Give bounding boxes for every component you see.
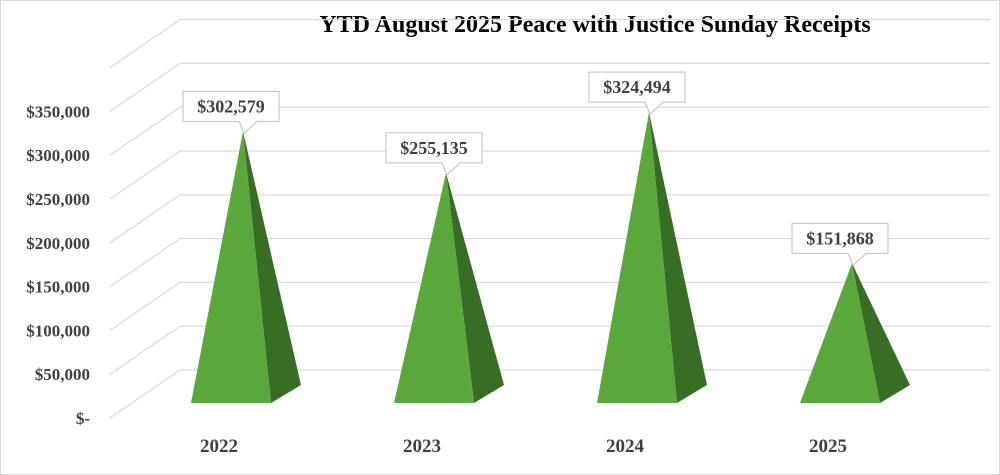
data-label: $302,579 [197,96,265,116]
pyramid-bar-2025: $151,868 [791,222,910,403]
x-tick-label: 2025 [809,436,847,457]
data-label-callout: $302,579 [182,90,280,135]
x-tick-label: 2023 [403,436,441,457]
y-tick-label: $100,000 [26,321,90,340]
y-tick-label: $300,000 [26,146,90,165]
pyramid-bar-2023: $255,135 [385,132,504,403]
pyramid-bar-2022: $302,579 [182,90,301,403]
pyramid-bar-2024: $324,494 [588,71,707,404]
gridlines [109,19,990,419]
x-tick-label: 2022 [200,436,238,457]
data-label-callout: $255,135 [385,132,483,176]
chart-title: YTD August 2025 Peace with Justice Sunda… [319,12,871,38]
y-tick-label: $- [76,409,91,428]
y-axis-labels: $- $50,000 $100,000 $150,000 $200,000 $250,00… [26,102,90,428]
y-tick-label: $350,000 [26,102,90,121]
y-tick-label: $50,000 [35,365,90,384]
y-tick-label: $250,000 [26,190,90,209]
data-label-callout: $324,494 [588,71,686,115]
y-tick-label: $150,000 [26,278,90,297]
y-tick-label: $200,000 [26,234,90,253]
pyramid-series: $302,579 $255,135 $324,494 $151,868 [182,71,910,404]
data-label: $324,494 [603,77,671,97]
data-label: $151,868 [806,228,874,248]
data-label-callout: $151,868 [791,222,889,267]
x-tick-label: 2024 [606,436,645,457]
data-label: $255,135 [400,138,468,158]
